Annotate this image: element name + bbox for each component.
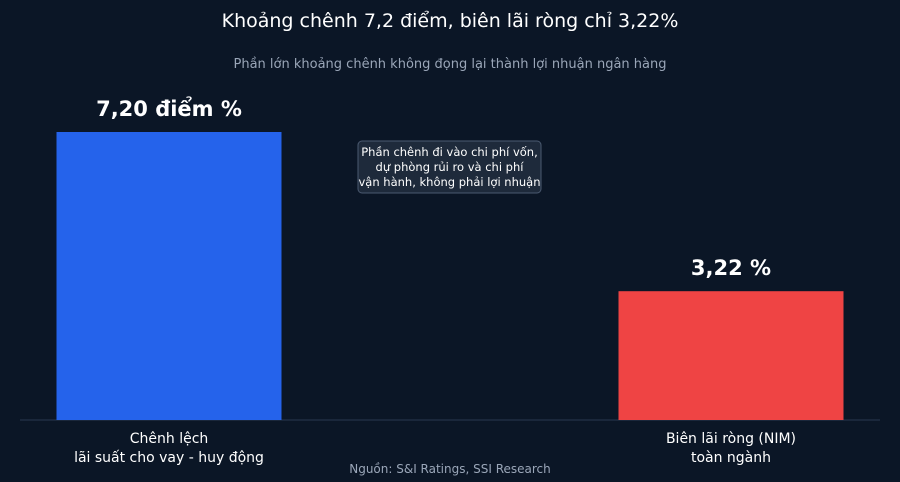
data-label-1: 7,20 điểm % <box>96 96 242 121</box>
annotation-line-1: Phần chênh đi vào chi phí vốn, <box>361 145 538 159</box>
data-label-2: 3,22 % <box>691 256 771 280</box>
annotation-box: Phần chênh đi vào chi phí vốn,dự phòng r… <box>357 140 542 194</box>
bar-1 <box>56 132 282 420</box>
category-label-1-line-1: Chênh lệch <box>130 431 209 447</box>
chart-subtitle: Phần lớn khoảng chênh không đọng lại thà… <box>234 57 667 72</box>
category-label-1-line-2: lãi suất cho vay - huy động <box>74 450 264 466</box>
annotation-line-3: vận hành, không phải lợi nhuận <box>358 175 540 189</box>
category-label-2-line-2: toàn ngành <box>691 450 771 466</box>
annotation-box-frame <box>357 140 542 194</box>
chart-title: Khoảng chênh 7,2 điểm, biên lãi ròng chỉ… <box>222 10 679 32</box>
bar-2 <box>618 291 844 420</box>
plot-area: 7,20 điểm % Chênh lệch lãi suất cho vay - … <box>20 96 880 466</box>
source-note: Nguồn: S&I Ratings, SSI Research <box>349 462 551 476</box>
category-label-2-line-1: Biên lãi ròng (NIM) <box>666 431 796 447</box>
annotation-line-2: dự phòng rủi ro và chi phí <box>376 160 525 174</box>
